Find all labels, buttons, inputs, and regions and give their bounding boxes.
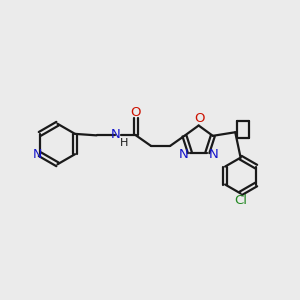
Text: H: H [120, 138, 128, 148]
Text: Cl: Cl [234, 194, 247, 207]
Text: N: N [110, 128, 120, 141]
Text: N: N [33, 148, 42, 161]
Text: O: O [131, 106, 141, 118]
Text: O: O [194, 112, 205, 125]
Text: N: N [209, 148, 219, 160]
Text: N: N [178, 148, 188, 160]
